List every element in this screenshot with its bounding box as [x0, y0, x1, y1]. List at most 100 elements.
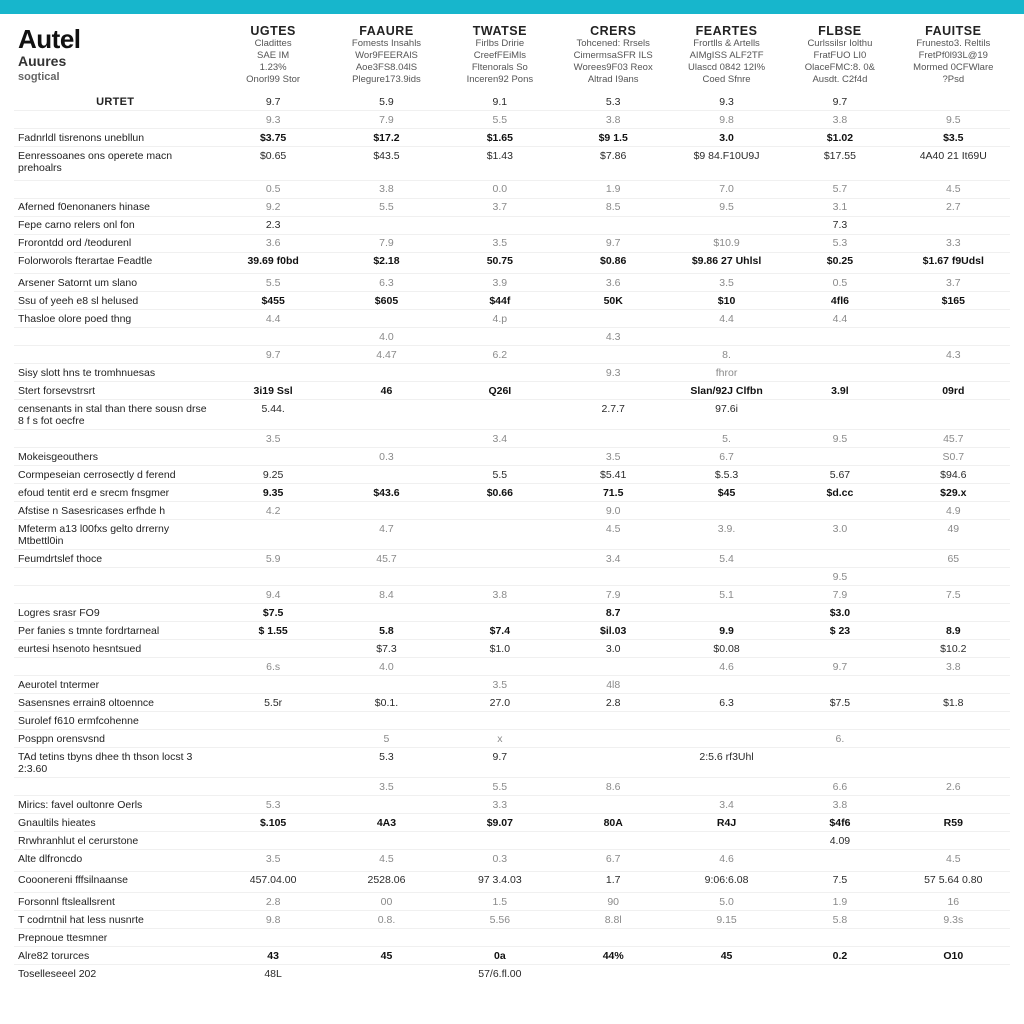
row-label: Fadnrldl tisrenons unebllun [14, 129, 216, 147]
cell-value: 3.3 [443, 796, 556, 814]
cell-value [783, 712, 896, 730]
row-label [14, 346, 216, 364]
col-head-6: FAUITSEFrunesto3. ReltilsFretPf0l93L@19M… [897, 22, 1010, 93]
row-label: Mfeterm a13 l00fxs gelto drrerny Mtbettl… [14, 520, 216, 550]
table-row: eurtesi hsenoto hesntsued$7.3$1.03.0$0.0… [14, 640, 1010, 658]
cell-value [670, 568, 783, 586]
cell-value: 3.6 [557, 274, 670, 292]
cell-value: 9.7 [443, 748, 556, 778]
cell-value: 7.9 [330, 234, 443, 252]
cell-value: 9.7 [557, 234, 670, 252]
row-label: Sisy slott hns te tromhnuesas [14, 364, 216, 382]
cell-value [783, 448, 896, 466]
table-row: 0.53.80.01.97.05.74.5 [14, 180, 1010, 198]
cell-value [557, 310, 670, 328]
cell-value [670, 328, 783, 346]
cell-value: $1.8 [897, 694, 1010, 712]
cell-value: 4A40 21 It69U [897, 147, 1010, 177]
brand-sub: Auures [18, 53, 212, 69]
cell-value [670, 216, 783, 234]
cell-value: $29.x [897, 484, 1010, 502]
cell-value: 7.9 [783, 586, 896, 604]
brand-main: Autel [18, 24, 212, 55]
cell-value [330, 796, 443, 814]
cell-value: 7.0 [670, 180, 783, 198]
cell-value [216, 748, 329, 778]
cell-value [330, 929, 443, 947]
cell-value [216, 364, 329, 382]
row-label: Stert forsevstrsrt [14, 382, 216, 400]
cell-value: 3.9. [670, 520, 783, 550]
cell-value [443, 550, 556, 568]
cell-value [783, 676, 896, 694]
cell-value [783, 328, 896, 346]
row-label: Toselleseeel 202 [14, 965, 216, 983]
cell-value: 3.6 [216, 234, 329, 252]
cell-value: 4l8 [557, 676, 670, 694]
cell-value: 5.1 [670, 586, 783, 604]
cell-value: 45.7 [330, 550, 443, 568]
cell-value: 3i19 Ssl [216, 382, 329, 400]
table-row: Forsonnl ftsleallsrent2.8001.5905.01.916 [14, 893, 1010, 911]
cell-value: 5.0 [670, 893, 783, 911]
cell-value [897, 965, 1010, 983]
cell-value: 6. [783, 730, 896, 748]
table-row: 9.48.43.87.95.17.97.5 [14, 586, 1010, 604]
cell-value: 27.0 [443, 694, 556, 712]
table-row: Thasloe olore poed thng4.44.p4.44.4 [14, 310, 1010, 328]
cell-value: 9.35 [216, 484, 329, 502]
cell-value: $7.86 [557, 147, 670, 177]
table-row: Afstise n Sasesricases erfhde h4.29.04.9 [14, 502, 1010, 520]
row-label: Alte dlfroncdo [14, 850, 216, 868]
cell-value: $10 [670, 292, 783, 310]
cell-value: 3.5 [443, 676, 556, 694]
cell-value [897, 730, 1010, 748]
cell-value [670, 965, 783, 983]
row-label: TAd tetins tbyns dhee th thson locst 3 2… [14, 748, 216, 778]
cell-value [670, 730, 783, 748]
cell-value: 4.0 [330, 328, 443, 346]
cell-value [897, 676, 1010, 694]
cell-value [216, 929, 329, 947]
cell-value: 16 [897, 893, 1010, 911]
row-label: Thasloe olore poed thng [14, 310, 216, 328]
cell-value: 9:06:6.08 [670, 871, 783, 889]
row-label: Rrwhranhlut el cerurstone [14, 832, 216, 850]
table-row: Toselleseeel 20248L57/6.fl.00 [14, 965, 1010, 983]
row-label: Aeurotel tntermer [14, 676, 216, 694]
table-row: Surolef f610 ermfcohenne [14, 712, 1010, 730]
cell-value: $.5.3 [670, 466, 783, 484]
comparison-table: Autel Auures sogtical UGTESCladittesSAE … [14, 22, 1010, 982]
cell-value [670, 832, 783, 850]
cell-value [783, 748, 896, 778]
cell-value [216, 568, 329, 586]
row-label [14, 778, 216, 796]
cell-value: 3.4 [443, 430, 556, 448]
cell-value: R4J [670, 814, 783, 832]
cell-value [783, 850, 896, 868]
cell-value: $17.2 [330, 129, 443, 147]
row-label [14, 180, 216, 198]
table-row: Sasensnes errain8 oltoennce5.5r$0.1.27.0… [14, 694, 1010, 712]
cell-value: $0.65 [216, 147, 329, 177]
cell-value [897, 364, 1010, 382]
table-row: Eenressoanes ons operete macn prehoalrs$… [14, 147, 1010, 177]
table-row: 6.s4.04.69.73.8 [14, 658, 1010, 676]
row-label: Mirics: favel oultonre Oerls [14, 796, 216, 814]
cell-value: $10.9 [670, 234, 783, 252]
cell-value [443, 448, 556, 466]
table-row: Per fanies s tmnte fordrtarneal$ 1.555.8… [14, 622, 1010, 640]
cell-value: $43.5 [330, 147, 443, 177]
cell-value [783, 364, 896, 382]
cell-value: 0.5 [216, 180, 329, 198]
row-label: eurtesi hsenoto hesntsued [14, 640, 216, 658]
col-head-1: FAAUREFomests InsahlsWor9FEERAlSAoe3FS8.… [330, 22, 443, 93]
cell-value: O10 [897, 947, 1010, 965]
cell-value: 5.56 [443, 911, 556, 929]
cell-value: 4.4 [783, 310, 896, 328]
cell-value: $605 [330, 292, 443, 310]
table-row: 3.53.45.9.545.7 [14, 430, 1010, 448]
cell-value: 6.6 [783, 778, 896, 796]
row-label: Folorworols fterartae Feadtle [14, 252, 216, 270]
cell-value: 4.4 [670, 310, 783, 328]
